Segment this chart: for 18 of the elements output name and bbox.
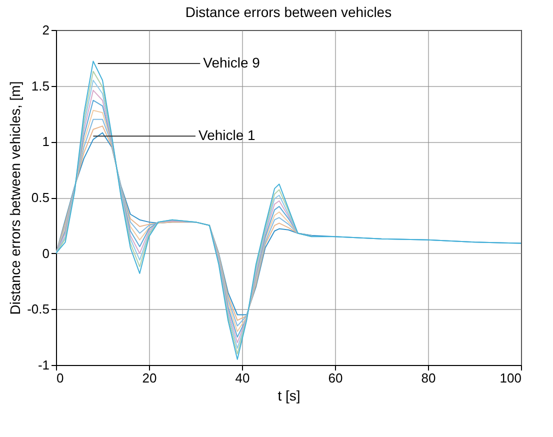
x-tick-label: 0	[56, 370, 64, 386]
x-tick-label: 20	[142, 370, 157, 386]
y-tick-label: -0.5	[27, 302, 50, 317]
y-axis-title: Distance errors between vehicles, [m]	[7, 81, 24, 315]
y-tick-label: 1	[42, 134, 50, 150]
x-tick-label: 60	[328, 370, 343, 386]
y-tick-label: 0	[42, 246, 50, 261]
y-tick-label: -1	[38, 358, 50, 372]
y-tick-label: 1.5	[31, 78, 50, 94]
x-tick-label: 100	[500, 370, 522, 386]
y-tick-label: 2	[42, 22, 50, 38]
annotation: Vehicle 9	[203, 54, 260, 70]
annotation: Vehicle 1	[198, 127, 256, 144]
x-tick-label: 40	[235, 370, 250, 386]
chart-title: Distance errors between vehicles	[185, 4, 392, 20]
x-axis-title: t [s]	[278, 388, 300, 404]
y-tick-label: 0.5	[31, 190, 50, 205]
x-tick-label: 80	[421, 370, 436, 386]
